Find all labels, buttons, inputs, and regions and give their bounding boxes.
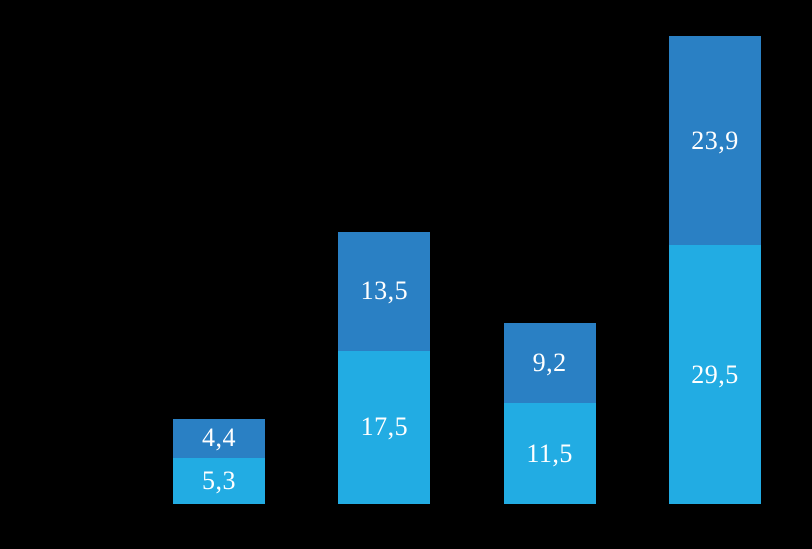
bar-1-segment-bottom: 5,3 bbox=[173, 457, 265, 504]
bar-value-label: 11,5 bbox=[526, 438, 573, 468]
bar-3: 9,2 11,5 bbox=[503, 322, 596, 504]
bar-3-segment-bottom: 11,5 bbox=[503, 403, 596, 504]
bar-value-label: 29,5 bbox=[691, 359, 739, 389]
plot-area: 4,4 5,3 13,5 17,5 9,2 11,5 23,9 29,5 bbox=[173, 0, 761, 504]
bar-2-segment-bottom: 17,5 bbox=[338, 350, 431, 504]
bar-4-segment-bottom: 29,5 bbox=[668, 245, 761, 504]
bar-2-segment-top: 13,5 bbox=[338, 232, 431, 351]
bar-value-label: 23,9 bbox=[691, 125, 739, 155]
bar-value-label: 4,4 bbox=[202, 423, 236, 453]
bar-4-segment-top: 23,9 bbox=[668, 35, 761, 246]
bar-value-label: 5,3 bbox=[202, 465, 236, 495]
bar-3-segment-top: 9,2 bbox=[503, 322, 596, 404]
bar-1-segment-top: 4,4 bbox=[173, 418, 265, 458]
bar-2: 13,5 17,5 bbox=[338, 232, 431, 504]
bar-value-label: 13,5 bbox=[360, 276, 409, 306]
bar-value-label: 17,5 bbox=[360, 412, 409, 442]
bar-1: 4,4 5,3 bbox=[173, 418, 265, 504]
bar-value-label: 9,2 bbox=[532, 347, 567, 377]
bar-4: 23,9 29,5 bbox=[668, 35, 761, 504]
